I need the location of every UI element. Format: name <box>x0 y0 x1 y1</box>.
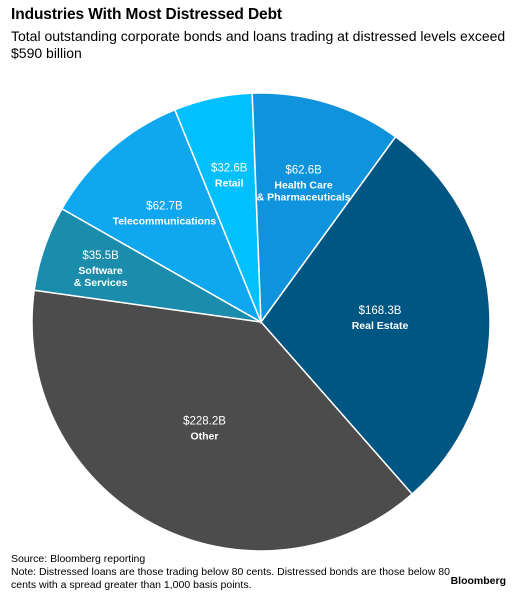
slice-name-label: Health Care <box>274 179 333 191</box>
slice-name-label: Telecommunications <box>113 215 217 227</box>
slice-name-label: Real Estate <box>352 320 409 332</box>
chart-title: Industries With Most Distressed Debt <box>11 6 282 23</box>
chart-subtitle: Total outstanding corporate bonds and lo… <box>11 28 506 61</box>
slice-name-label: Software <box>78 265 123 277</box>
slice-name-label: & Services <box>74 277 128 289</box>
pie-slice <box>31 289 414 552</box>
pie-slice <box>260 135 491 496</box>
slice-name-label: Retail <box>215 178 244 190</box>
slice-value-label: $32.6B <box>211 163 248 175</box>
pie-slice <box>251 92 397 325</box>
slice-value-label: $62.7B <box>146 200 183 212</box>
slice-value-label: $228.2B <box>183 415 226 427</box>
pie-slice <box>60 108 263 324</box>
source-text: Source: Bloomberg reporting <box>11 553 146 565</box>
slice-name-label: & Pharmaceuticals <box>257 191 351 203</box>
slice-value-label: $168.3B <box>359 305 402 317</box>
slice-value-label: $35.5B <box>82 250 119 262</box>
slice-value-label: $62.6B <box>285 164 322 176</box>
slice-name-label: Other <box>190 430 218 442</box>
footer-notes: Source: Bloomberg reporting Note: Distre… <box>11 553 451 592</box>
note-text: Note: Distressed loans are those trading… <box>11 566 450 591</box>
brand-logo-text: Bloomberg <box>450 575 506 587</box>
